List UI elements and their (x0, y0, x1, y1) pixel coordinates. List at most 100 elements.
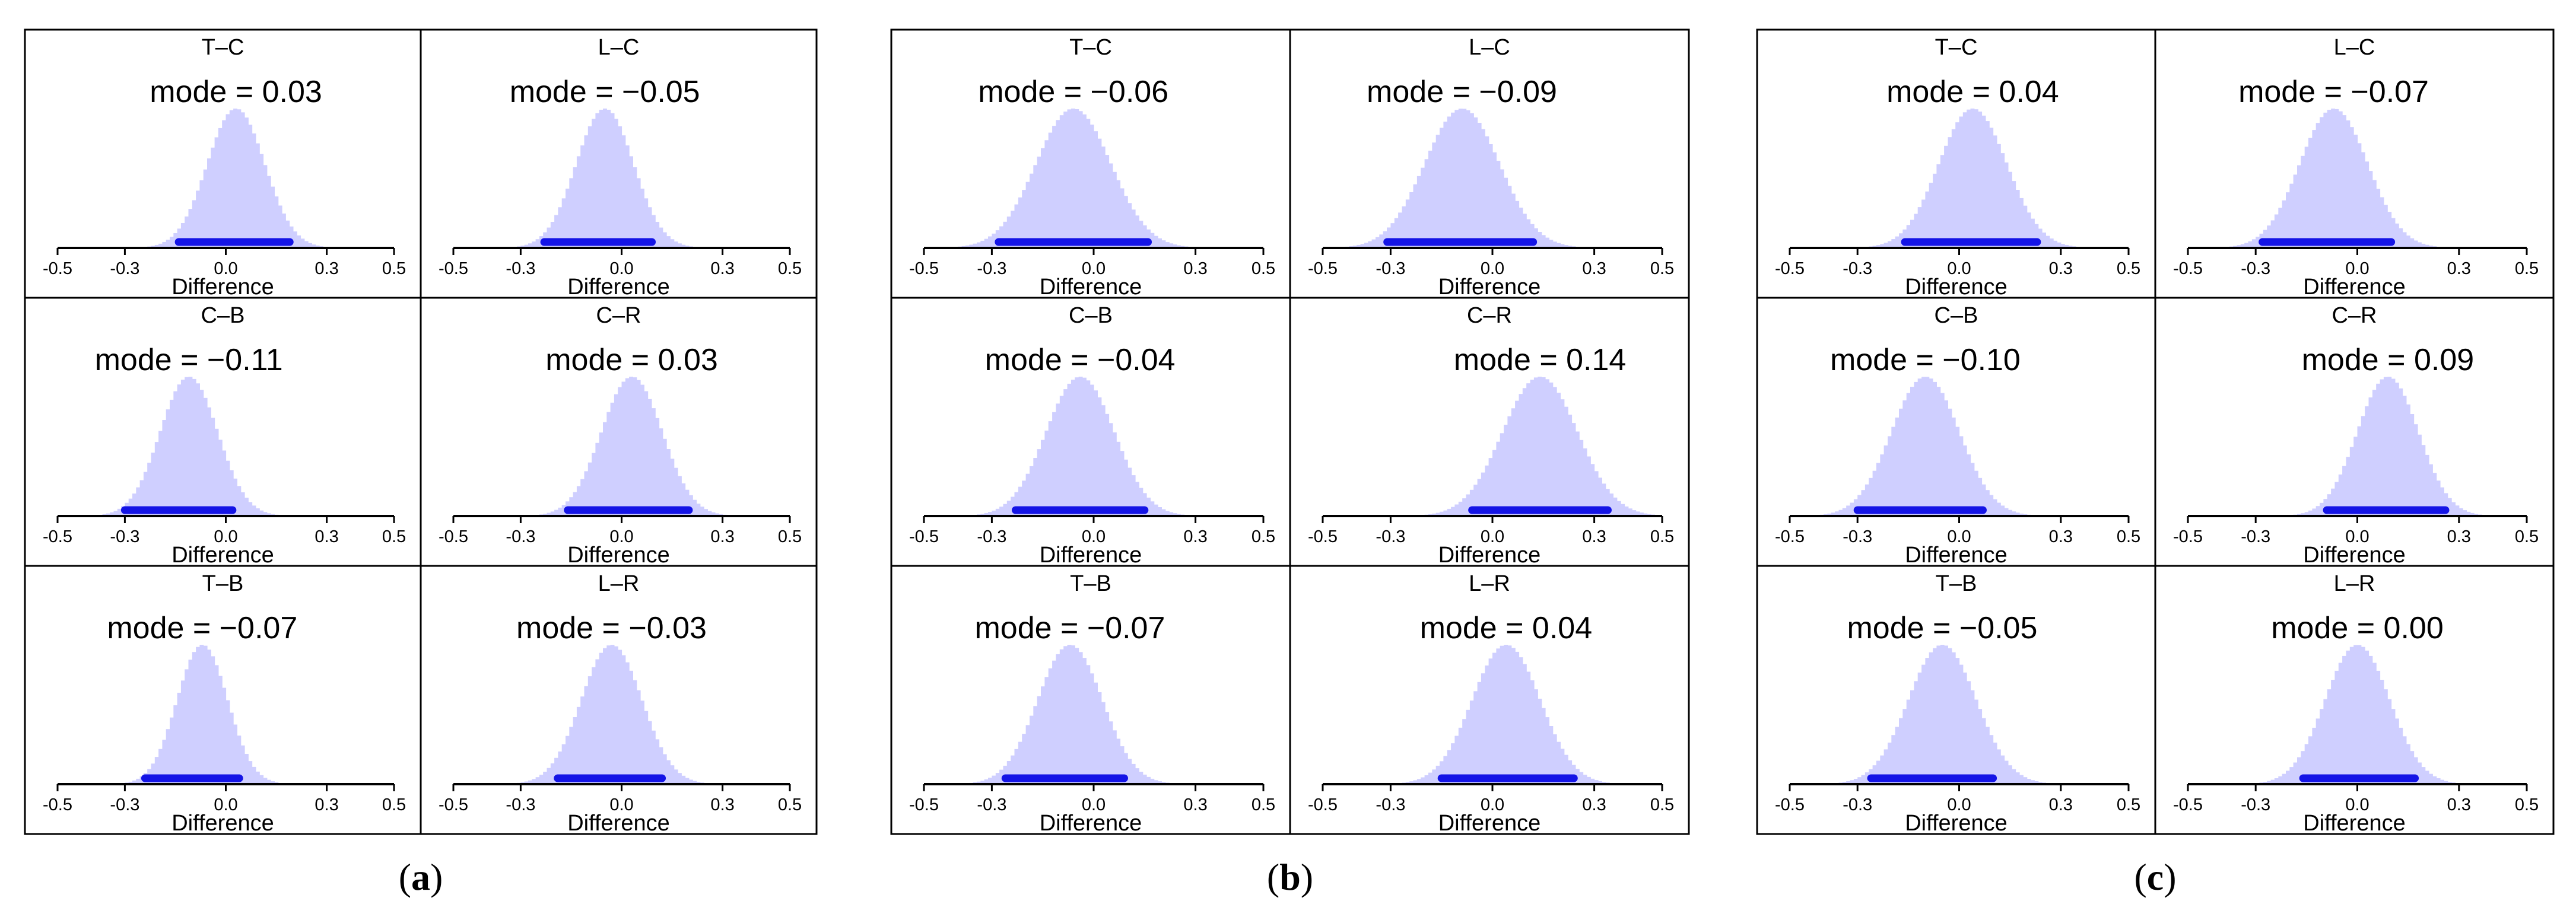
histogram-bar (2282, 773, 2286, 784)
histogram-bar (2365, 650, 2369, 784)
histogram-bar (1914, 214, 1918, 248)
histogram-bar (1504, 425, 1508, 516)
histogram-bar (640, 384, 644, 516)
histogram-bar (2342, 115, 2346, 248)
histogram-bar (2391, 378, 2396, 516)
cell-title: L–C (2334, 35, 2375, 60)
histogram-bar (659, 747, 663, 784)
histogram-bar (2064, 244, 2069, 248)
histogram-bar (662, 754, 667, 784)
histogram-bar (644, 198, 649, 248)
x-axis-label: Difference (1905, 811, 2008, 836)
x-tick-label: 0.5 (1650, 527, 1674, 546)
histogram-bar (315, 245, 320, 248)
histogram-bar (1522, 388, 1527, 516)
histogram-bar (1120, 746, 1125, 784)
histogram-bar (1025, 473, 1030, 516)
histogram-bar (1621, 504, 1625, 516)
histogram-bar (984, 512, 989, 516)
histogram-bar (1161, 509, 1166, 516)
histogram-bar (2034, 781, 2039, 784)
x-axis-label: Difference (171, 275, 274, 300)
histogram-bar (1929, 378, 1933, 516)
cell-title: T–C (1069, 35, 1112, 60)
histogram-bar (1496, 648, 1501, 784)
histogram-bar (1996, 144, 2001, 248)
histogram-bar (173, 391, 178, 516)
histogram-bar (1150, 233, 1155, 248)
histogram-bar (1481, 673, 1485, 784)
x-tick-label: 0.3 (2447, 259, 2471, 278)
histogram-bar (1985, 121, 1990, 248)
histogram-bar (128, 781, 133, 784)
histogram-bar (1974, 109, 1978, 248)
histogram-bar (1112, 730, 1117, 784)
histogram-bar (1552, 734, 1557, 784)
histogram-bar (1609, 494, 1613, 516)
histogram-bar (1996, 749, 2001, 784)
histogram-bar (2008, 765, 2012, 784)
histogram-bar (2368, 171, 2373, 248)
histogram-bar (1158, 507, 1162, 516)
histogram-bar (2463, 510, 2467, 516)
histogram-bar (2327, 689, 2332, 784)
histogram-bar (1978, 709, 1983, 784)
histogram-bar (633, 680, 637, 784)
histogram-bar (297, 235, 301, 248)
histogram-bar (2410, 751, 2415, 784)
histogram-bar (1880, 755, 1885, 784)
histogram-bar (965, 245, 970, 248)
histogram-bar (2000, 505, 2005, 516)
histogram-bar (1011, 496, 1015, 516)
histogram-bar (2049, 238, 2054, 248)
histogram-bar (2004, 162, 2009, 248)
histogram-bar (225, 114, 230, 248)
histogram-bar (1447, 116, 1451, 248)
histogram-bar (580, 696, 585, 784)
histogram-bar (550, 222, 555, 248)
histogram-bar (1549, 726, 1554, 784)
histogram-bar (1041, 440, 1045, 516)
x-tick-label: 0.5 (1252, 795, 1275, 814)
histogram-bar (1033, 706, 1038, 784)
histogram-bar (2429, 464, 2433, 516)
histogram-bar (647, 207, 652, 248)
histogram-bar (1891, 239, 1896, 248)
histogram-bar (1416, 176, 1421, 248)
histogram-bar (2000, 153, 2005, 248)
histogram-bar (2346, 650, 2351, 784)
histogram-bar (704, 509, 708, 516)
histogram-bar (1469, 701, 1474, 784)
histogram-bar (1492, 450, 1497, 516)
histogram-bar (2251, 239, 2256, 248)
histogram-bar (2320, 709, 2324, 784)
histogram-bar (293, 231, 297, 248)
histogram-bar (2418, 434, 2422, 516)
histogram-bar (1526, 671, 1531, 784)
histogram-bar (1876, 463, 1881, 516)
histogram-bar (1451, 507, 1456, 516)
x-tick-label: 0.0 (1082, 259, 1106, 278)
x-tick-label: 0.3 (315, 527, 338, 546)
histogram-bar (2312, 508, 2317, 516)
histogram-bar (1967, 681, 1971, 784)
histogram-bar (1583, 448, 1587, 516)
histogram-bar (1921, 664, 1926, 784)
histogram-bar (1488, 458, 1493, 516)
histogram-bar (2421, 445, 2426, 516)
histogram-bar (240, 492, 245, 516)
histogram-bar (999, 226, 1004, 248)
histogram-bar (2023, 205, 2028, 248)
histogram-bar (1090, 125, 1094, 248)
histogram-bar (2436, 778, 2441, 784)
histogram-bar (2365, 161, 2369, 248)
x-axis-label: Difference (171, 543, 274, 568)
histogram-bar (532, 779, 536, 784)
x-tick-label: -0.5 (1308, 527, 1338, 546)
histogram-bar (2274, 778, 2279, 784)
histogram-bar (606, 645, 611, 784)
histogram-bar (988, 512, 992, 516)
histogram-bar (1462, 719, 1467, 784)
histogram-bar (1557, 393, 1561, 516)
histogram-bar (1496, 161, 1501, 248)
